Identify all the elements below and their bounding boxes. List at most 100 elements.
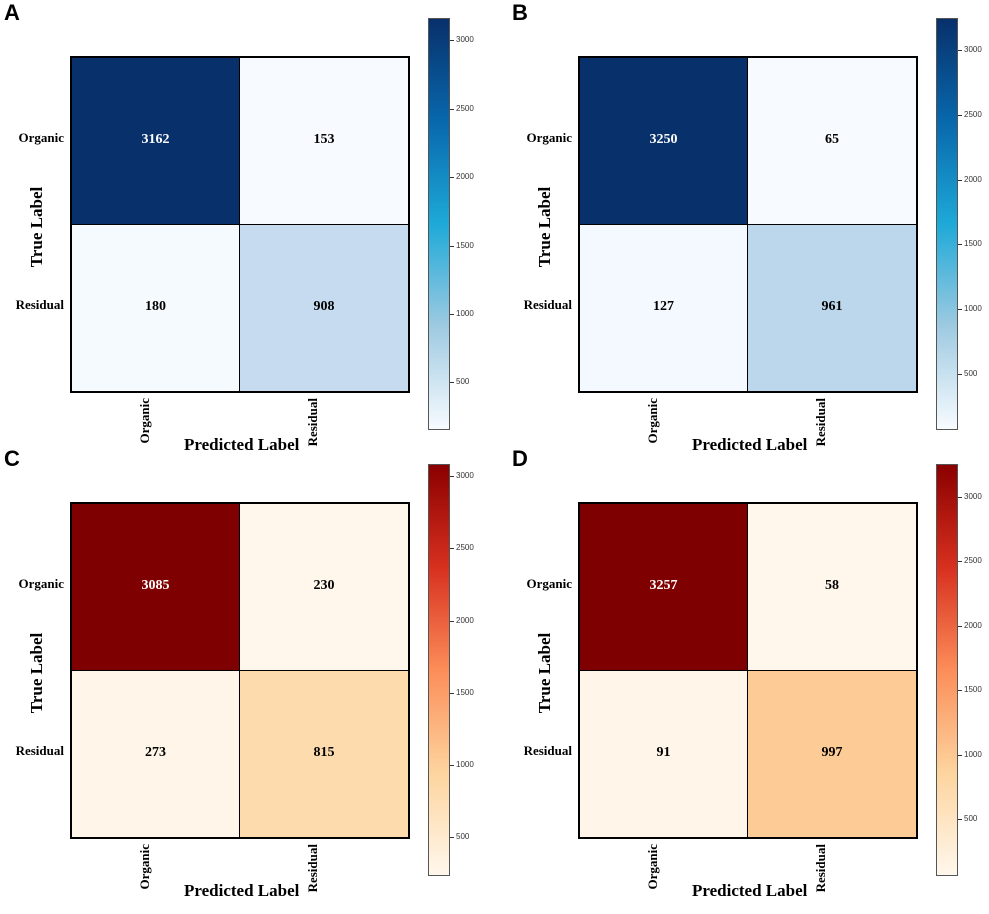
colorbar-tick-mark [450, 837, 454, 839]
matrix-cell-1-0: 127 [580, 224, 748, 391]
colorbar [936, 18, 958, 430]
colorbar-tick-label: 500 [964, 368, 978, 378]
colorbar-tick-label: 1500 [964, 685, 982, 695]
colorbar-tick-label: 2000 [964, 620, 982, 630]
x-axis-title: Predicted Label [692, 881, 808, 900]
x-tick-label: Residual [813, 844, 828, 893]
cell-value: 3250 [649, 132, 678, 148]
colorbar-tick-label: 3000 [964, 492, 982, 502]
colorbar-tick-label: 500 [456, 832, 470, 842]
colorbar-tick-mark [450, 764, 454, 766]
x-axis-title: Predicted Label [184, 881, 300, 900]
x-axis-title: Predicted Label [184, 435, 300, 454]
colorbar-tick-label: 1000 [456, 759, 474, 769]
colorbar-tick-label: 1500 [964, 239, 982, 249]
colorbar-tick-mark [958, 50, 962, 52]
colorbar-tick-mark [450, 40, 454, 42]
x-tick-label: Residual [305, 844, 320, 893]
matrix-cell-1-0: 91 [580, 670, 748, 837]
colorbar-tick-label: 2500 [964, 110, 982, 120]
confusion-matrix: 3085 230 273 815 [70, 502, 410, 839]
colorbar-tick-mark [958, 561, 962, 563]
matrix-cell-0-0: 3162 [72, 58, 240, 225]
panel-letter: C [4, 446, 20, 471]
colorbar-tick-label: 2500 [456, 103, 474, 113]
cell-value: 997 [821, 744, 843, 760]
panel-a: A 3162 153 180 908 Organic Residual Organic Resi… [0, 0, 481, 454]
colorbar-tick-mark [958, 819, 962, 821]
colorbar-tick-label: 3000 [456, 35, 474, 45]
y-axis-title: True Label [535, 632, 554, 713]
matrix-cell-1-1: 815 [240, 670, 408, 837]
matrix-cell-0-0: 3250 [580, 58, 748, 225]
colorbar-tick-label: 500 [964, 814, 978, 824]
colorbar-tick-mark [450, 108, 454, 110]
cell-value: 127 [653, 298, 674, 314]
colorbar-tick-mark [450, 620, 454, 622]
cell-value: 3085 [141, 578, 170, 594]
colorbar-tick-label: 2000 [456, 172, 474, 182]
matrix-cell-0-0: 3257 [580, 504, 748, 671]
colorbar-tick-mark [958, 754, 962, 756]
confusion-matrix: 3257 58 91 997 [578, 502, 918, 839]
y-tick-label: Organic [526, 576, 573, 592]
y-tick-label: Residual [523, 742, 572, 758]
panel-letter: A [4, 0, 20, 25]
y-tick-label: Residual [523, 296, 572, 312]
y-axis-title: True Label [27, 186, 46, 267]
matrix-cell-1-1: 961 [748, 224, 916, 391]
panel-b: B 3250 65 127 961 Organic Residual Organic Resid… [508, 0, 989, 454]
matrix-cell-0-1: 230 [240, 504, 408, 671]
colorbar-tick-mark [450, 548, 454, 550]
x-tick-label: Organic [137, 844, 152, 890]
panel-c: C 3085 230 273 815 Organic Residual Organic Resi… [0, 446, 481, 900]
colorbar-tick-mark [450, 692, 454, 694]
colorbar-tick-mark [958, 115, 962, 117]
colorbar-tick-mark [450, 476, 454, 478]
y-tick-label: Residual [15, 296, 64, 312]
colorbar-tick-mark [958, 625, 962, 627]
cell-value: 3162 [141, 132, 170, 148]
colorbar-tick-label: 1500 [456, 240, 474, 250]
cell-value: 91 [656, 744, 671, 760]
colorbar-tick-label: 2000 [456, 615, 474, 625]
cell-value: 908 [313, 298, 335, 314]
colorbar-tick-mark [958, 497, 962, 499]
x-tick-label: Organic [645, 844, 660, 890]
colorbar [428, 464, 450, 876]
cell-value: 58 [825, 578, 839, 594]
matrix-cell-0-1: 58 [748, 504, 916, 671]
panel-letter: D [512, 446, 528, 471]
colorbar-tick-mark [958, 244, 962, 246]
cell-value: 815 [313, 744, 335, 760]
matrix-cell-1-0: 273 [72, 670, 240, 837]
cell-value: 180 [145, 298, 166, 314]
y-axis-title: True Label [27, 632, 46, 713]
cell-value: 3257 [649, 578, 678, 594]
colorbar-tick-mark [958, 690, 962, 692]
colorbar-tick-label: 1000 [964, 304, 982, 314]
colorbar-tick-mark [450, 245, 454, 247]
panel-letter: B [512, 0, 528, 25]
cell-value: 230 [313, 578, 335, 594]
y-axis-title: True Label [535, 186, 554, 267]
matrix-cell-1-1: 997 [748, 670, 916, 837]
x-axis-title: Predicted Label [692, 435, 808, 454]
y-tick-label: Organic [526, 130, 573, 146]
colorbar-tick-label: 3000 [964, 45, 982, 55]
colorbar-tick-mark [958, 179, 962, 181]
confusion-matrix: 3162 153 180 908 [70, 56, 410, 393]
matrix-cell-0-1: 65 [748, 58, 916, 225]
colorbar-tick-mark [958, 309, 962, 311]
colorbar-tick-label: 3000 [456, 471, 474, 481]
colorbar-tick-label: 1500 [456, 687, 474, 697]
y-tick-label: Organic [18, 576, 65, 592]
colorbar-tick-mark [450, 177, 454, 179]
colorbar-tick-label: 2000 [964, 174, 982, 184]
cell-value: 961 [821, 298, 843, 314]
colorbar-tick-mark [958, 373, 962, 375]
colorbar-tick-label: 1000 [964, 749, 982, 759]
matrix-cell-0-1: 153 [240, 58, 408, 225]
cell-value: 65 [825, 132, 839, 148]
matrix-cell-0-0: 3085 [72, 504, 240, 671]
